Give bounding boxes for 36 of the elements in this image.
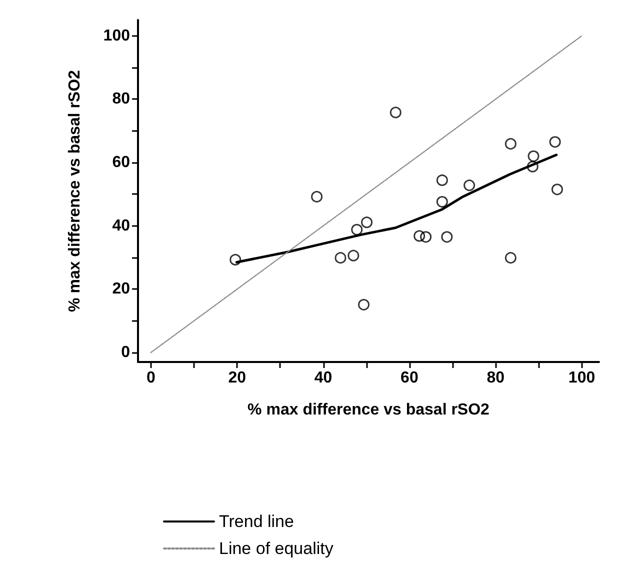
- point: [464, 180, 476, 192]
- point: [441, 231, 453, 243]
- point: [504, 252, 516, 264]
- x-tick-label: 100: [568, 370, 596, 386]
- y-tick-label: 100: [103, 27, 130, 44]
- x-tick-label: 0: [146, 370, 156, 386]
- point: [361, 216, 373, 228]
- point: [551, 184, 563, 196]
- point: [334, 252, 346, 264]
- point: [351, 224, 363, 236]
- point: [549, 136, 561, 148]
- point: [526, 160, 538, 172]
- x-tick-label: 20: [228, 370, 246, 386]
- point: [358, 298, 370, 310]
- point: [436, 174, 448, 186]
- y-tick-label: 60: [112, 154, 130, 171]
- y-tick-label: 40: [112, 217, 130, 234]
- y-tick-label: 0: [121, 344, 130, 361]
- point: [420, 231, 432, 243]
- y-tick-label: 80: [112, 90, 130, 108]
- point: [504, 138, 516, 150]
- point: [414, 230, 426, 242]
- point: [436, 196, 448, 208]
- x-tick-label: 60: [400, 370, 418, 386]
- x-axis-title: % max difference vs basal rSO2: [248, 402, 490, 418]
- x-tick-label: 40: [314, 370, 332, 386]
- y-tick-label: 20: [112, 280, 130, 298]
- legend-label: Line of equality: [219, 539, 334, 558]
- point: [528, 150, 540, 162]
- point: [348, 250, 360, 262]
- legend-label: Trend line: [219, 512, 294, 531]
- y-axis-title: % max difference vs basal rSO2: [66, 70, 84, 312]
- point: [230, 254, 242, 266]
- x-tick-label: 80: [486, 370, 505, 386]
- point: [311, 190, 323, 202]
- point: [390, 106, 402, 118]
